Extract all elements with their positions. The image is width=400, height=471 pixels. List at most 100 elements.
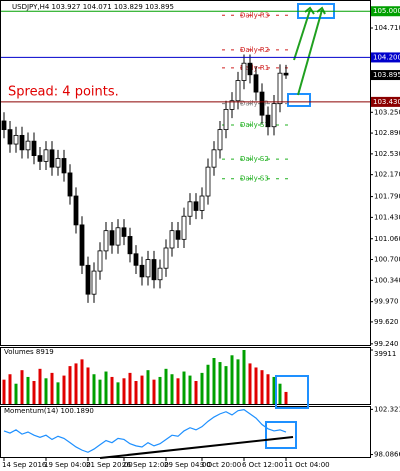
candle-body [103,230,109,252]
spread-annotation: Spread: 4 points. [8,85,119,100]
x-tick-label: 21 Sep 20:00 [86,461,133,469]
momentum-tick-label: 98.0866 [374,451,400,459]
candle-body [55,158,61,168]
candle-body [7,129,13,145]
candle-body [31,140,37,156]
pivot-label: Daily S2 [240,155,269,163]
candle-body [37,155,43,162]
highlight-box [275,375,309,409]
candle-body [19,134,25,151]
candle-body [205,166,211,197]
candle-body [217,129,223,151]
y-tick-label: 100.700 [374,256,400,264]
momentum-panel [0,406,371,458]
candle-body [109,230,115,246]
arrow [293,9,311,61]
y-tick-label: 101.060 [374,235,400,243]
candle-body [145,259,151,278]
candle-body [127,236,133,255]
candle-body [271,103,277,128]
x-tick-label: 29 Sep 04:00 [164,461,211,469]
candle-body [115,227,121,246]
candle-body [13,134,19,145]
candle-body [253,74,259,93]
candle-body [265,114,271,128]
y-tick-label: 99.240 [374,340,399,348]
candle-body [73,195,79,226]
y-tick-label: 102.890 [374,129,400,137]
x-tick-label: 11 Oct 04:00 [284,461,330,469]
y-tick-label: 101.790 [374,193,400,201]
momentum-title: Momentum(14) 100.1890 [4,407,94,415]
price-label: 103.895 [373,71,400,79]
candle-body [211,149,217,168]
x-tick-label: 26 Sep 12:00 [122,461,169,469]
candle-body [175,230,181,240]
level-tag [371,52,400,63]
x-tick-label: 19 Sep 04:00 [44,461,91,469]
candle-body [181,215,187,240]
candle-body [259,91,265,116]
arrow-head [304,6,315,15]
level-label: 103.430 [373,98,400,106]
y-tick-label: 104.710 [374,24,400,32]
volume-tick-label: 39911 [374,350,396,358]
candle-body [193,201,199,211]
momentum-tick-label: 102.3216 [374,405,400,413]
candle-body [283,72,289,76]
level-label: 104.200 [373,53,400,61]
pivot-label: Daily R3 [240,11,269,19]
level-label: 105.000 [373,7,400,15]
candle-body [241,62,247,81]
candle-body [25,140,31,151]
y-tick-label: 102.170 [374,171,400,179]
highlight-box [265,421,297,449]
candle-body [67,172,73,197]
candle-body [49,149,55,168]
x-tick-label: 6 Oct 12:00 [242,461,283,469]
candle-body [247,62,253,76]
candle-body [235,80,241,102]
candle-body [163,247,169,269]
y-tick-label: 101.430 [374,213,400,221]
momentum-line [3,408,287,453]
candle-body [139,264,145,278]
candle-body [1,120,7,131]
candle-body [91,270,97,295]
candle-body [97,250,103,272]
price-tag [371,70,400,81]
chart-title: USDJPY,H4 103.927 104.071 103.829 103.89… [12,3,174,11]
candle-body [169,230,175,249]
y-tick-label: 102.530 [374,150,400,158]
pivot-label: Daily S3 [240,175,269,183]
candle-body [187,201,193,217]
annotations [99,3,335,459]
pivot-label: Daily R1 [240,64,269,72]
x-tick-label: 3 Oct 20:00 [200,461,241,469]
main-panel [0,0,371,346]
candle-body [43,149,49,162]
candle-body [79,224,85,266]
pivot-label: Daily R2 [240,46,269,54]
trend-line [99,436,294,459]
candle-body [151,259,157,281]
y-tick-label: 100.340 [374,276,400,284]
candle-body [61,158,67,174]
candle-body [85,264,91,295]
level-tag [371,96,400,107]
candle-body [277,72,283,105]
candle-body [229,100,235,110]
y-tick-label: 99.620 [374,318,399,326]
candle-body [223,109,229,131]
candle-body [121,227,127,237]
volume-title: Volumes 8919 [4,348,54,356]
level-tag [371,6,400,17]
candle-body [199,195,205,211]
arrow-head [316,6,326,15]
candle-body [157,267,163,281]
candle-body [133,253,139,266]
pivot-label: Daily PP [240,100,268,108]
y-tick-label: 99.970 [374,298,399,306]
